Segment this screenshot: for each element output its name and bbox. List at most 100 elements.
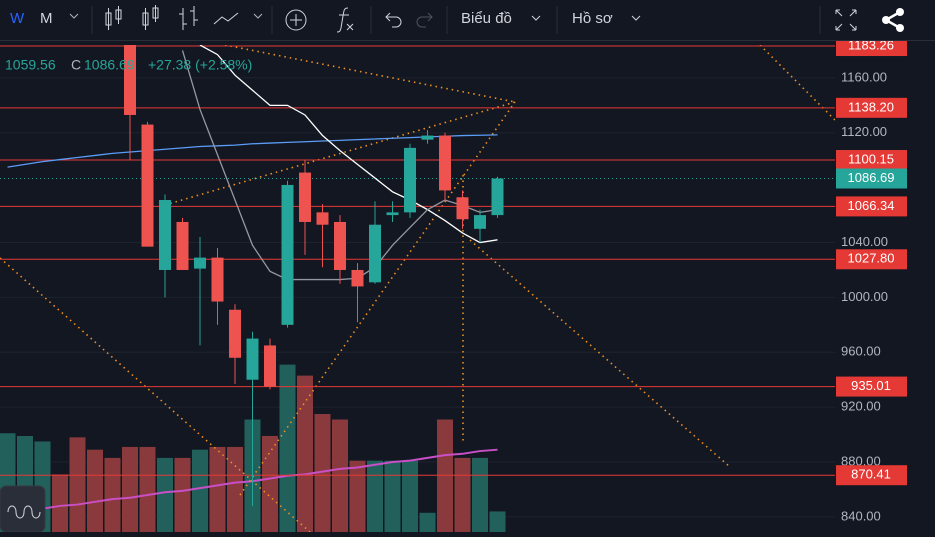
trend-line bbox=[224, 45, 516, 103]
candle-body bbox=[124, 45, 136, 115]
last-price-label: 1086.69 bbox=[848, 170, 895, 185]
volume-bar bbox=[139, 446, 156, 532]
price-level-tag bbox=[836, 150, 907, 171]
price-level-label: 1066.34 bbox=[848, 198, 895, 213]
legend-close: 1086.69 bbox=[84, 57, 135, 73]
y-tick-label: 840.00 bbox=[841, 508, 881, 523]
volume-bar bbox=[332, 419, 348, 532]
volume-bar bbox=[69, 437, 86, 532]
volume-bar bbox=[402, 460, 418, 532]
trend-line bbox=[164, 101, 516, 206]
legend-close-label: C bbox=[71, 57, 81, 73]
price-pane bbox=[0, 45, 835, 506]
volume-bar bbox=[209, 446, 226, 532]
price-level-tag bbox=[836, 376, 907, 397]
volume-bar bbox=[104, 457, 121, 532]
candle-body bbox=[491, 178, 504, 216]
candle-body bbox=[334, 221, 346, 270]
ma-line bbox=[42, 448, 498, 510]
volume-bar bbox=[174, 457, 191, 532]
price-axis: 840.00 880.00 920.00 960.00 1000.00 1040.00 11… bbox=[836, 36, 907, 523]
chart-style-icons[interactable] bbox=[105, 5, 263, 30]
volume-bar bbox=[52, 474, 68, 532]
candle-body bbox=[316, 212, 329, 225]
volume-bar bbox=[419, 512, 436, 532]
price-level-label: 1027.80 bbox=[848, 251, 895, 266]
price-level-label: 1138.20 bbox=[848, 99, 894, 114]
candle-body bbox=[176, 221, 189, 270]
share-button[interactable] bbox=[882, 8, 904, 32]
price-level-tag bbox=[836, 97, 907, 118]
y-tick-label: 1160.00 bbox=[841, 69, 887, 84]
volume-bar bbox=[472, 457, 488, 532]
y-tick-label: 1040.00 bbox=[841, 234, 888, 249]
redo-button[interactable] bbox=[416, 12, 433, 28]
dropdown-icon[interactable] bbox=[631, 15, 641, 21]
volume-bar bbox=[279, 364, 296, 532]
candle-body bbox=[404, 147, 416, 213]
indicator-icon[interactable] bbox=[285, 9, 307, 31]
candle-body bbox=[229, 309, 241, 358]
dropdown-icon[interactable] bbox=[69, 13, 79, 19]
trend-line bbox=[759, 45, 835, 121]
candle-body bbox=[281, 184, 294, 325]
y-tick-label: 920.00 bbox=[841, 399, 881, 414]
candle-body bbox=[194, 257, 206, 269]
volume-bar bbox=[367, 460, 383, 532]
candle-body bbox=[211, 257, 224, 302]
candle-body bbox=[351, 269, 364, 287]
price-level-tag bbox=[836, 465, 907, 486]
candle-body bbox=[141, 124, 154, 247]
candle-body bbox=[456, 197, 469, 220]
trend-line bbox=[239, 101, 516, 496]
y-tick-label: 960.00 bbox=[841, 344, 881, 359]
interval[interactable]: M bbox=[40, 10, 53, 27]
price-level-label: 935.01 bbox=[851, 378, 891, 393]
volume-bar bbox=[489, 511, 506, 532]
volume-bar bbox=[454, 457, 471, 532]
ma-line bbox=[199, 45, 498, 244]
interval[interactable]: W bbox=[10, 10, 25, 27]
candle-body bbox=[439, 135, 451, 191]
volume-bar bbox=[437, 419, 453, 532]
price-level-label: 1100.15 bbox=[848, 151, 894, 166]
volume-bar bbox=[122, 446, 138, 532]
candle-body bbox=[386, 212, 399, 216]
candle-body bbox=[264, 345, 276, 387]
menu[interactable]: Hồ sơ bbox=[572, 10, 613, 27]
volume-bar bbox=[297, 375, 313, 532]
y-tick-label: 1120.00 bbox=[841, 124, 887, 139]
undo-button[interactable] bbox=[385, 12, 402, 28]
candle-body bbox=[299, 172, 311, 222]
candle-body bbox=[159, 200, 171, 270]
price-level-label: 870.41 bbox=[851, 467, 891, 482]
formula-icon[interactable] bbox=[336, 7, 354, 33]
legend-low: 1059.56 bbox=[5, 57, 56, 73]
y-tick-label: 880.00 bbox=[841, 453, 881, 468]
candle-body bbox=[246, 338, 259, 380]
candle-body bbox=[421, 135, 434, 140]
price-level-tag bbox=[836, 196, 907, 217]
volume-bar bbox=[192, 449, 208, 532]
trend-line bbox=[469, 239, 731, 468]
indicator-toggle[interactable] bbox=[0, 485, 46, 533]
volume-bar bbox=[227, 446, 243, 532]
volume-bar bbox=[314, 414, 331, 532]
price-level-tag bbox=[836, 36, 907, 57]
y-tick-label: 1000.00 bbox=[841, 289, 888, 304]
price-level-tag bbox=[836, 249, 907, 270]
legend-change: +27.38 (+2.58%) bbox=[148, 57, 252, 73]
menu[interactable]: Biểu đồ bbox=[461, 10, 512, 27]
volume-bar bbox=[349, 460, 366, 532]
volume-bar bbox=[157, 457, 173, 532]
fullscreen-button[interactable] bbox=[835, 9, 857, 31]
volume-bar bbox=[384, 460, 401, 532]
volume-bar bbox=[87, 449, 103, 532]
candle-body bbox=[369, 224, 381, 283]
volume-bar bbox=[262, 435, 278, 532]
ma-line bbox=[7, 134, 498, 168]
dropdown-icon[interactable] bbox=[531, 15, 541, 21]
last-price-tag bbox=[836, 168, 907, 189]
